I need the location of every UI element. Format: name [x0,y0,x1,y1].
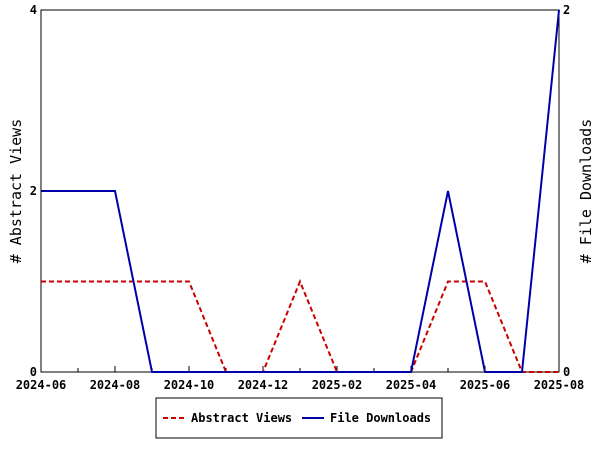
series-line-file-downloads [41,9,560,373]
x-tick-label: 2025-08 [534,378,585,392]
x-axis-tick-labels: 2024-06 2024-08 2024-10 2024-12 2025-02 2025-… [16,378,585,392]
x-tick-label: 2024-08 [90,378,141,392]
legend: Abstract Views File Downloads [155,397,443,439]
legend-box [155,397,443,439]
series-line-abstract-views [41,278,559,373]
x-tick-label: 2024-06 [16,378,67,392]
y2-tick-label: 0 [563,365,570,379]
legend-label-abstract-views: Abstract Views [191,411,292,425]
x-tick-label: 2025-06 [460,378,511,392]
y2-axis-tick-labels: 02 [563,3,570,379]
y-axis-tick-labels: 0 2 4 [30,3,37,379]
series-lines [41,9,560,373]
y-tick-label: 4 [30,3,37,17]
x-tick-label: 2025-04 [386,378,437,392]
y2-tick-label: 2 [563,3,570,17]
x-tick-label: 2024-12 [238,378,289,392]
y2-axis-title: # File Downloads [577,119,595,264]
x-tick-label: 2024-10 [164,378,215,392]
legend-label-file-downloads: File Downloads [330,411,431,425]
x-tick-label: 2025-02 [312,378,363,392]
y-tick-label: 2 [30,184,37,198]
y-axis-title: # Abstract Views [7,119,25,264]
plot-area [40,9,560,373]
y-tick-label: 0 [30,365,37,379]
